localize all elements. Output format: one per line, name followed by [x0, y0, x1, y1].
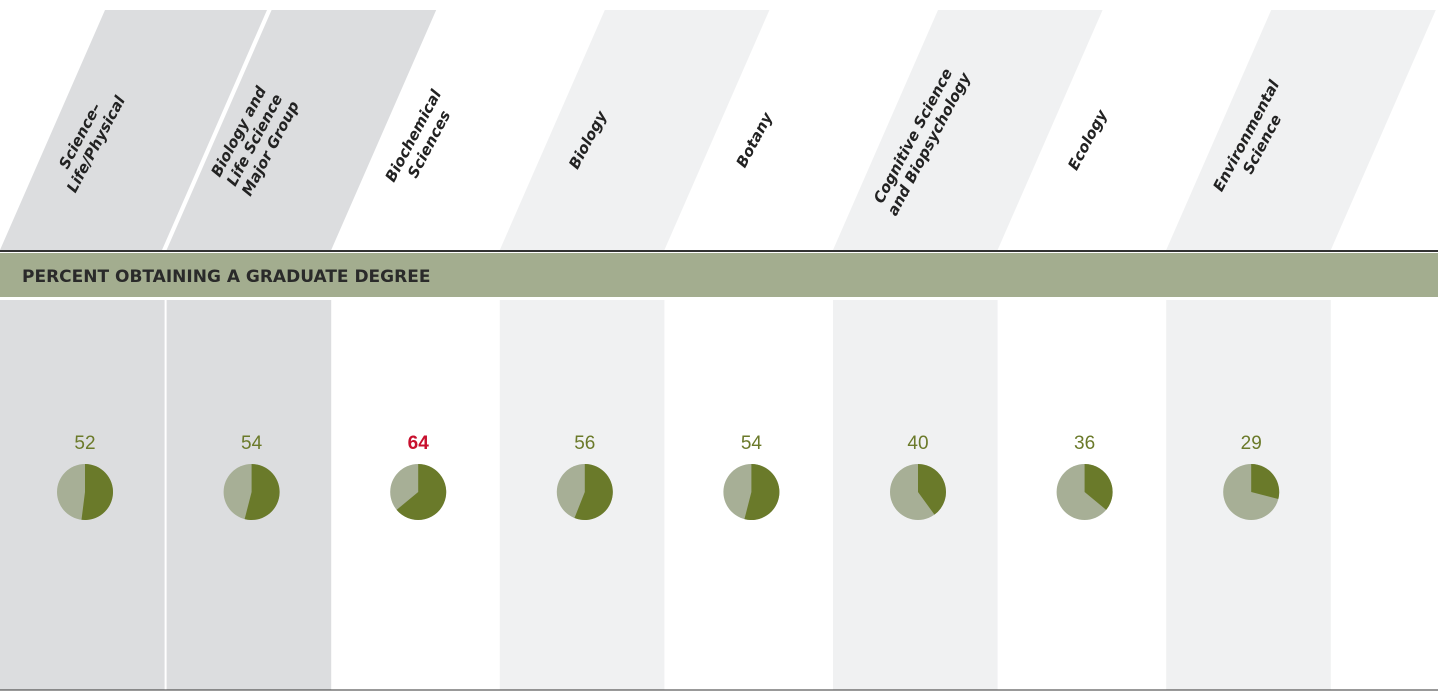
header-bg	[499, 10, 770, 250]
header-bg	[666, 10, 936, 250]
pie-slice	[396, 464, 447, 520]
header-bg	[833, 10, 1103, 250]
pie-slice	[574, 464, 613, 521]
pie-slice	[918, 464, 946, 515]
header-bg	[999, 10, 1270, 250]
value-label: 54	[241, 433, 263, 454]
header-bg	[333, 10, 603, 250]
pie-slice	[244, 464, 280, 520]
pie-slice	[1084, 464, 1113, 510]
value-label: 56	[574, 433, 595, 454]
section-title: PERCENT OBTAINING A GRADUATE DEGREE	[22, 267, 430, 287]
pie-slice	[1251, 464, 1280, 499]
value-label: 29	[1241, 433, 1262, 454]
section-band	[0, 253, 1438, 297]
header-bg	[166, 10, 437, 250]
value-label: 36	[1074, 433, 1095, 454]
value-label: 54	[741, 433, 763, 454]
value-label: 40	[907, 433, 928, 454]
header-bg	[1166, 10, 1436, 250]
pie-slice	[744, 464, 780, 521]
value-label: 52	[74, 433, 95, 454]
header-bg	[0, 10, 267, 250]
pie-slice	[81, 464, 113, 521]
value-label: 64	[408, 433, 430, 454]
